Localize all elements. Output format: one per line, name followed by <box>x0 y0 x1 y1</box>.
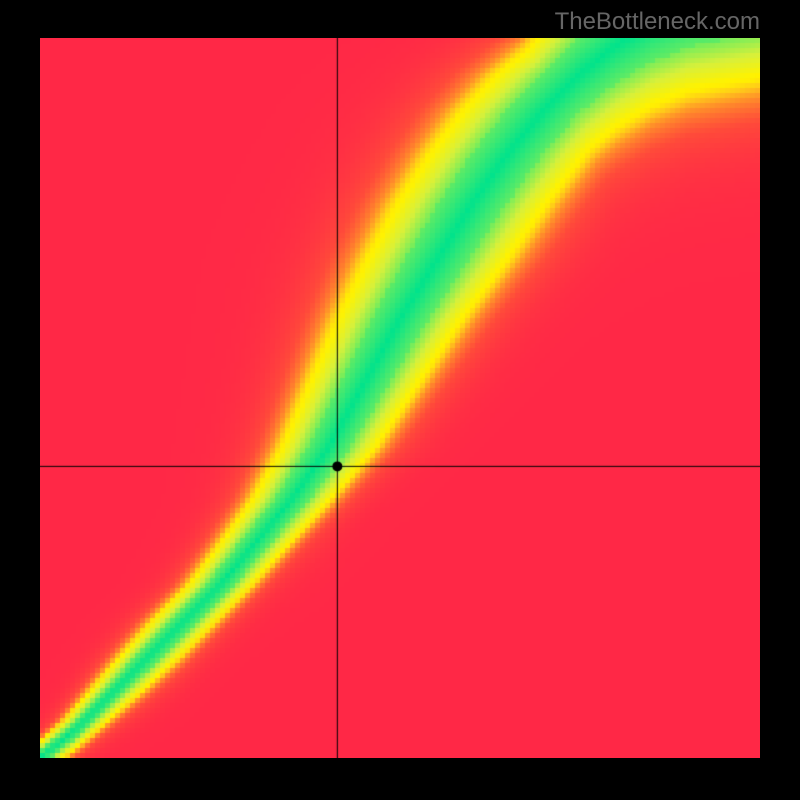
heatmap-canvas <box>40 38 760 758</box>
watermark-text: TheBottleneck.com <box>555 8 760 36</box>
bottleneck-heatmap <box>40 38 760 758</box>
